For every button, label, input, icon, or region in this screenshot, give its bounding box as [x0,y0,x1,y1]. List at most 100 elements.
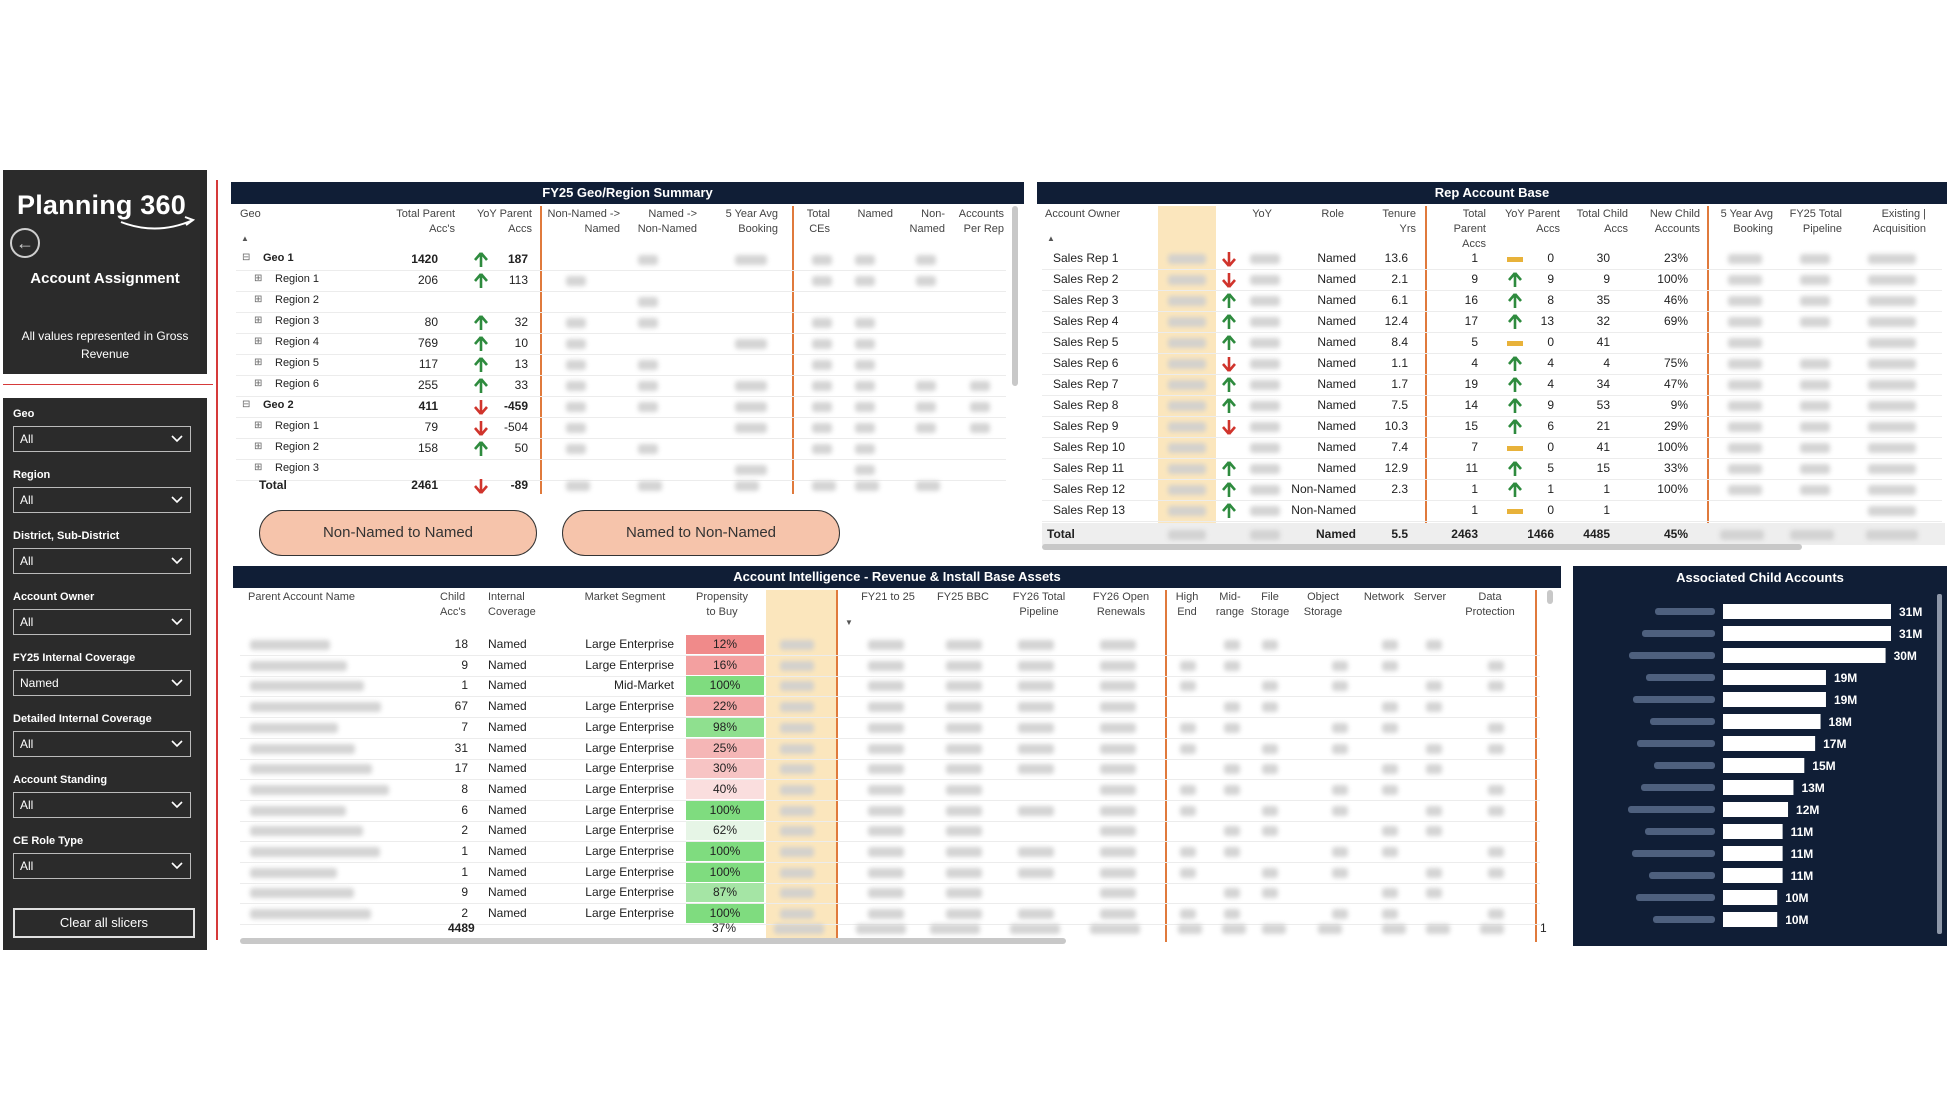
geo-row-name[interactable]: Geo 2 [263,399,294,411]
expand-collapse-icon[interactable]: ⊞ [254,294,263,305]
account-owner[interactable]: Sales Rep 7 [1053,377,1119,391]
redacted-value [1100,888,1136,899]
account-owner[interactable]: Sales Rep 2 [1053,272,1119,286]
expand-collapse-icon[interactable]: ⊟ [242,399,251,410]
clear-slicers-button[interactable]: Clear all slicers [13,908,195,938]
child-account-bar[interactable] [1723,802,1789,817]
child-account-bar[interactable] [1723,626,1891,641]
sort-icon[interactable]: ▲ [241,234,249,243]
geo-row-name[interactable]: Geo 1 [263,252,294,264]
sort-desc-icon[interactable]: ▼ [845,618,853,627]
propensity-to-buy: 87% [686,883,764,903]
expand-collapse-icon[interactable]: ⊞ [254,357,263,368]
total-parent-accs: 19 [1464,377,1478,391]
scrollbar[interactable] [1042,544,1802,550]
child-account-bar[interactable] [1723,780,1794,795]
child-account-bar[interactable] [1723,890,1778,905]
redacted-value [780,826,814,837]
redacted-value [812,444,832,454]
redacted-value [1728,401,1762,411]
child-account-bar[interactable] [1723,846,1783,861]
child-account-bar[interactable] [1723,824,1783,839]
child-account-bar[interactable] [1723,736,1816,751]
redacted-value [1018,660,1054,671]
geo-row-name[interactable]: Region 2 [275,441,320,453]
geo-row-name[interactable]: Region 4 [275,336,320,348]
redacted-value [1224,702,1240,713]
child-account-bar[interactable] [1723,758,1805,773]
geo-row-name[interactable]: Region 1 [275,273,320,285]
scrollbar[interactable] [240,938,1066,944]
child-account-bar[interactable] [1723,670,1826,685]
slicer-dropdown[interactable]: All [13,487,191,513]
expand-collapse-icon[interactable]: ⊟ [242,252,251,263]
account-owner[interactable]: Sales Rep 1 [1053,251,1119,265]
non-named-to-named-button[interactable]: Non-Named to Named [259,510,537,556]
account-owner[interactable]: Sales Rep 11 [1053,461,1125,475]
named-to-non-named-button[interactable]: Named to Non-Named [562,510,840,556]
expand-collapse-icon[interactable]: ⊞ [254,420,263,431]
geo-row-name[interactable]: Region 6 [275,378,320,390]
account-owner[interactable]: Sales Rep 5 [1053,335,1119,349]
redacted-value [1382,660,1398,671]
redacted-value [1018,805,1054,816]
slicer-dropdown[interactable]: Named [13,670,191,696]
child-account-bar[interactable] [1723,648,1886,663]
geo-row-name[interactable]: Region 2 [275,294,320,306]
expand-collapse-icon[interactable]: ⊞ [254,378,263,389]
geo-row-name[interactable]: Region 3 [275,462,320,474]
child-account-bar[interactable] [1723,912,1778,927]
row-divider [1042,521,1942,522]
market-segment: Large Enterprise [585,719,674,734]
expand-collapse-icon[interactable]: ⊞ [254,462,263,473]
redacted-value [638,255,658,265]
child-account-bar[interactable] [1723,714,1821,729]
slicer-dropdown[interactable]: All [13,792,191,818]
scrollbar[interactable] [1012,206,1018,386]
child-account-bar[interactable] [1723,692,1826,707]
sort-icon[interactable]: ▲ [1047,234,1055,243]
redacted-value [1262,826,1278,837]
expand-collapse-icon[interactable]: ⊞ [254,336,263,347]
slicer-dropdown[interactable]: All [13,426,191,452]
role: Named [1317,461,1356,475]
row-divider [1042,332,1942,333]
total-child-accs: 41 [1596,440,1610,454]
row-divider [1042,479,1942,480]
expand-collapse-icon[interactable]: ⊞ [254,315,263,326]
slicer-dropdown[interactable]: All [13,548,191,574]
row-divider [240,841,1540,843]
scrollbar[interactable] [1547,590,1553,604]
internal-coverage: Named [488,740,527,755]
yoy-parent-accs: 9 [1547,398,1554,412]
child-account-bar[interactable] [1723,868,1783,883]
redacted-value [1868,359,1916,369]
account-owner[interactable]: Sales Rep 6 [1053,356,1119,370]
yoy-parent-accs: 0 [1547,440,1554,454]
child-account-bar[interactable] [1723,604,1891,619]
redacted-value [1728,254,1762,264]
expand-collapse-icon[interactable]: ⊞ [254,441,263,452]
account-owner[interactable]: Sales Rep 13 [1053,503,1126,517]
account-owner[interactable]: Sales Rep 10 [1053,440,1126,454]
geo-row-name[interactable]: Region 1 [275,420,320,432]
geo-row-name[interactable]: Region 5 [275,357,320,369]
redacted-value [812,360,832,370]
redacted-value [916,276,936,286]
account-owner[interactable]: Sales Rep 3 [1053,293,1119,307]
account-owner[interactable]: Sales Rep 9 [1053,419,1119,433]
account-owner[interactable]: Sales Rep 12 [1053,482,1126,496]
slicer-label: Geo [13,408,35,420]
back-arrow-icon[interactable]: ← [10,228,40,258]
geo-row-name[interactable]: Region 3 [275,315,320,327]
account-owner[interactable]: Sales Rep 4 [1053,314,1119,328]
account-owner[interactable]: Sales Rep 8 [1053,398,1119,412]
expand-collapse-icon[interactable]: ⊞ [254,273,263,284]
redacted-value [250,681,364,692]
slicer-dropdown[interactable]: All [13,731,191,757]
scrollbar[interactable] [1937,594,1942,934]
column-divider [1165,590,1167,942]
redacted-category-label [1645,828,1715,835]
slicer-dropdown[interactable]: All [13,853,191,879]
slicer-dropdown[interactable]: All [13,609,191,635]
